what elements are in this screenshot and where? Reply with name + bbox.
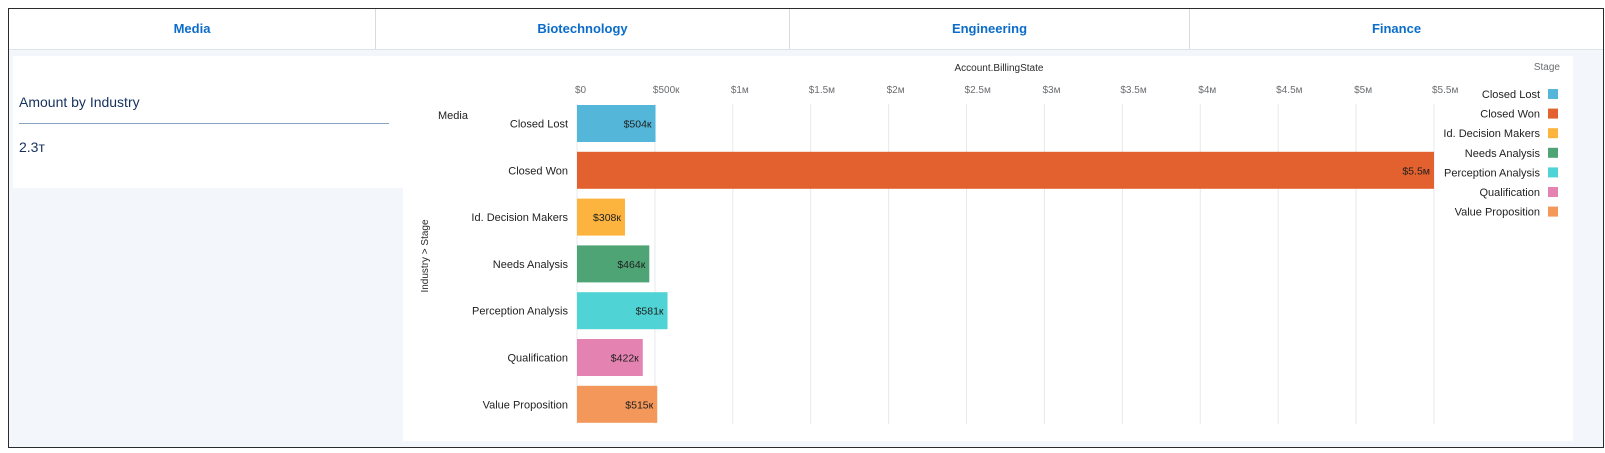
bar: [577, 385, 658, 423]
tab-engineering[interactable]: Engineering: [790, 9, 1190, 49]
category-label: Perception Analysis: [472, 306, 568, 318]
x-tick-label: $1.5м: [809, 85, 835, 96]
legend-label: Value Proposition: [1455, 207, 1540, 219]
legend-swatch: [1548, 147, 1558, 158]
tab-finance[interactable]: Finance: [1371, 21, 1422, 36]
summary-value: 2.3т: [19, 139, 45, 155]
bar-value-label: $515к: [625, 399, 653, 411]
legend-swatch: [1548, 206, 1558, 217]
tab-biotechnology[interactable]: Biotechnology: [376, 9, 790, 49]
bar: [577, 105, 656, 142]
x-tick-label: $3м: [1042, 85, 1060, 96]
legend-swatch: [1548, 167, 1558, 178]
bar: [577, 151, 1434, 189]
bar-value-label: $422к: [611, 353, 639, 365]
y-axis-title: Industry > Stage: [420, 219, 431, 293]
legend-label: Id. Decision Makers: [1443, 128, 1540, 140]
legend-swatch: [1548, 108, 1558, 119]
x-tick-label: $2м: [887, 85, 905, 96]
legend-swatch: [1548, 187, 1558, 197]
bar-value-label: $504к: [624, 119, 652, 131]
x-axis-ticks: $0 $500к $1м $1.5м $2м $2.5м $3м $3.5м $4м $4.5м $…: [575, 85, 1458, 96]
x-tick-label: $500к: [653, 85, 680, 96]
chart-card: Account.BillingState $0 $500к $1м $1.5м $2м $…: [403, 56, 1573, 441]
legend-swatch: [1548, 89, 1558, 99]
x-tick-label: $5.5м: [1432, 85, 1458, 96]
bar-value-label: $464к: [617, 259, 645, 271]
dashboard-frame: Media Biotechnology Engineering Finance …: [8, 8, 1604, 448]
bars: Closed Lost $504к Closed Won $5.5м Id. Decis…: [471, 105, 1434, 423]
group-label: Media: [438, 110, 469, 122]
category-label: Closed Won: [508, 165, 568, 177]
bar: [577, 198, 625, 236]
category-label: Closed Lost: [510, 119, 568, 131]
legend-label: Perception Analysis: [1444, 167, 1540, 179]
bar-chart: Account.BillingState $0 $500к $1м $1.5м $2м $…: [420, 62, 1560, 424]
summary-divider: [19, 123, 389, 124]
legend-title: Stage: [1534, 62, 1561, 73]
bar: [577, 245, 650, 283]
chart-title: Account.BillingState: [955, 63, 1044, 74]
x-tick-label: $5м: [1354, 85, 1372, 96]
category-label: Id. Decision Makers: [471, 212, 568, 224]
bar-value-label: $581к: [636, 306, 664, 318]
x-tick-label: $4.5м: [1276, 85, 1302, 96]
bar: [577, 339, 643, 376]
legend-label: Qualification: [1479, 187, 1540, 199]
summary-card: Amount by Industry 2.3т: [13, 56, 403, 188]
x-tick-label: $1м: [731, 85, 749, 96]
legend-label: Closed Lost: [1482, 89, 1540, 101]
x-tick-label: $0: [575, 85, 587, 96]
bar-value-label: $5.5м: [1402, 165, 1430, 177]
bar-value-label: $308к: [593, 212, 621, 224]
category-label: Qualification: [507, 353, 568, 365]
bar: [577, 292, 668, 330]
x-tick-label: $2.5м: [965, 85, 991, 96]
legend-label: Needs Analysis: [1465, 148, 1541, 160]
legend-label: Closed Won: [1480, 109, 1540, 121]
tab-media[interactable]: Media: [9, 9, 376, 49]
legend: Stage Closed Lost Closed Won Id. Decision …: [1443, 62, 1560, 219]
category-label: Value Proposition: [483, 399, 568, 411]
legend-swatch: [1548, 128, 1558, 139]
industry-tabs: Media Biotechnology Engineering Finance: [9, 9, 1603, 50]
x-tick-label: $3.5м: [1120, 85, 1146, 96]
x-tick-label: $4м: [1198, 85, 1216, 96]
category-label: Needs Analysis: [493, 259, 569, 271]
summary-title: Amount by Industry: [19, 94, 140, 110]
